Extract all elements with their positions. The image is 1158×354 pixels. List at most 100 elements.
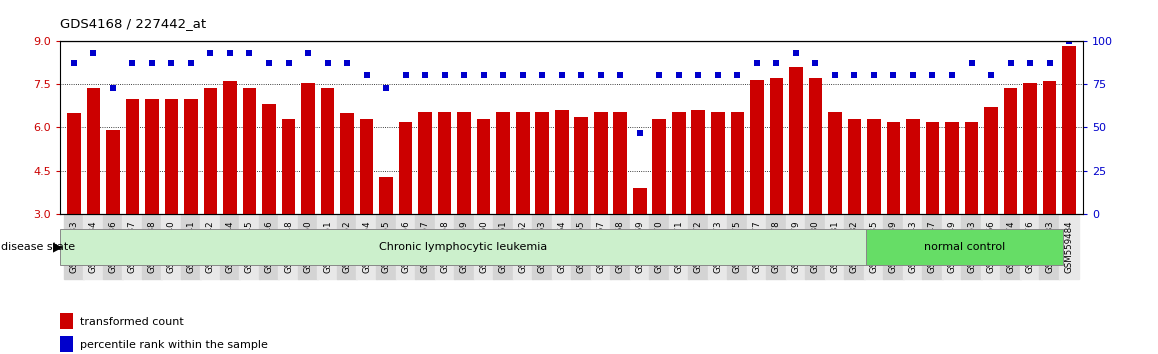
Point [123, 61, 141, 66]
Point [923, 73, 941, 78]
Bar [848, 119, 862, 214]
Point [845, 73, 864, 78]
Point [669, 73, 688, 78]
Bar [691, 110, 705, 214]
Bar [477, 119, 491, 214]
Point [728, 73, 747, 78]
Bar [555, 110, 569, 214]
Bar [223, 81, 237, 214]
Point [709, 73, 727, 78]
Bar [340, 113, 354, 214]
Point [201, 50, 220, 56]
Bar [515, 112, 529, 214]
Bar [633, 188, 646, 214]
Bar [1062, 46, 1076, 214]
Text: percentile rank within the sample: percentile rank within the sample [80, 340, 267, 350]
Point [376, 85, 395, 90]
Bar [1004, 88, 1018, 214]
Point [396, 73, 415, 78]
Bar [125, 98, 139, 214]
Bar [67, 113, 81, 214]
Bar [965, 122, 979, 214]
Point [611, 73, 630, 78]
Point [142, 61, 161, 66]
Bar [457, 112, 471, 214]
Point [786, 50, 805, 56]
Bar [906, 119, 919, 214]
Point [533, 73, 551, 78]
Bar [672, 112, 686, 214]
Point [455, 73, 474, 78]
Bar [828, 112, 842, 214]
Bar [866, 229, 1063, 265]
Point [767, 61, 785, 66]
Point [1021, 61, 1040, 66]
Point [885, 73, 903, 78]
Bar [497, 112, 510, 214]
Bar [652, 119, 666, 214]
Point [318, 61, 337, 66]
Bar [750, 80, 763, 214]
Point [416, 73, 434, 78]
Point [982, 73, 1001, 78]
Bar [184, 98, 198, 214]
Bar [789, 67, 802, 214]
Point [592, 73, 610, 78]
Point [338, 61, 357, 66]
Bar [984, 107, 998, 214]
Bar [281, 119, 295, 214]
Bar [107, 130, 119, 214]
Point [689, 73, 708, 78]
Text: ▶: ▶ [53, 240, 63, 253]
Bar [731, 112, 745, 214]
Point [552, 73, 571, 78]
Point [494, 73, 513, 78]
Bar [262, 104, 276, 214]
Bar [535, 112, 549, 214]
Point [865, 73, 884, 78]
Bar [438, 112, 452, 214]
Text: normal control: normal control [924, 242, 1005, 252]
Bar [711, 112, 725, 214]
Bar [87, 88, 101, 214]
Text: transformed count: transformed count [80, 317, 184, 327]
Point [943, 73, 961, 78]
Bar [418, 112, 432, 214]
Bar [321, 88, 335, 214]
Point [259, 61, 278, 66]
Point [748, 61, 767, 66]
Bar [360, 119, 373, 214]
Bar [925, 122, 939, 214]
Point [1060, 38, 1078, 44]
Bar [867, 119, 881, 214]
Bar [808, 78, 822, 214]
Point [182, 61, 200, 66]
Bar [887, 122, 900, 214]
Point [299, 50, 317, 56]
Point [103, 85, 122, 90]
Point [279, 61, 298, 66]
Point [650, 73, 668, 78]
Bar [594, 112, 608, 214]
Bar [243, 88, 256, 214]
Bar [945, 122, 959, 214]
Point [903, 73, 922, 78]
Point [826, 73, 844, 78]
Point [85, 50, 103, 56]
Point [240, 50, 258, 56]
Point [1002, 61, 1020, 66]
Point [162, 61, 181, 66]
Point [435, 73, 454, 78]
Point [1040, 61, 1058, 66]
Bar [204, 88, 218, 214]
Point [962, 61, 981, 66]
Bar [1042, 81, 1056, 214]
Bar [164, 98, 178, 214]
Point [65, 61, 83, 66]
Bar [60, 229, 866, 265]
Bar [301, 82, 315, 214]
Bar [145, 98, 159, 214]
Bar [1024, 82, 1036, 214]
Point [806, 61, 824, 66]
Point [630, 130, 648, 136]
